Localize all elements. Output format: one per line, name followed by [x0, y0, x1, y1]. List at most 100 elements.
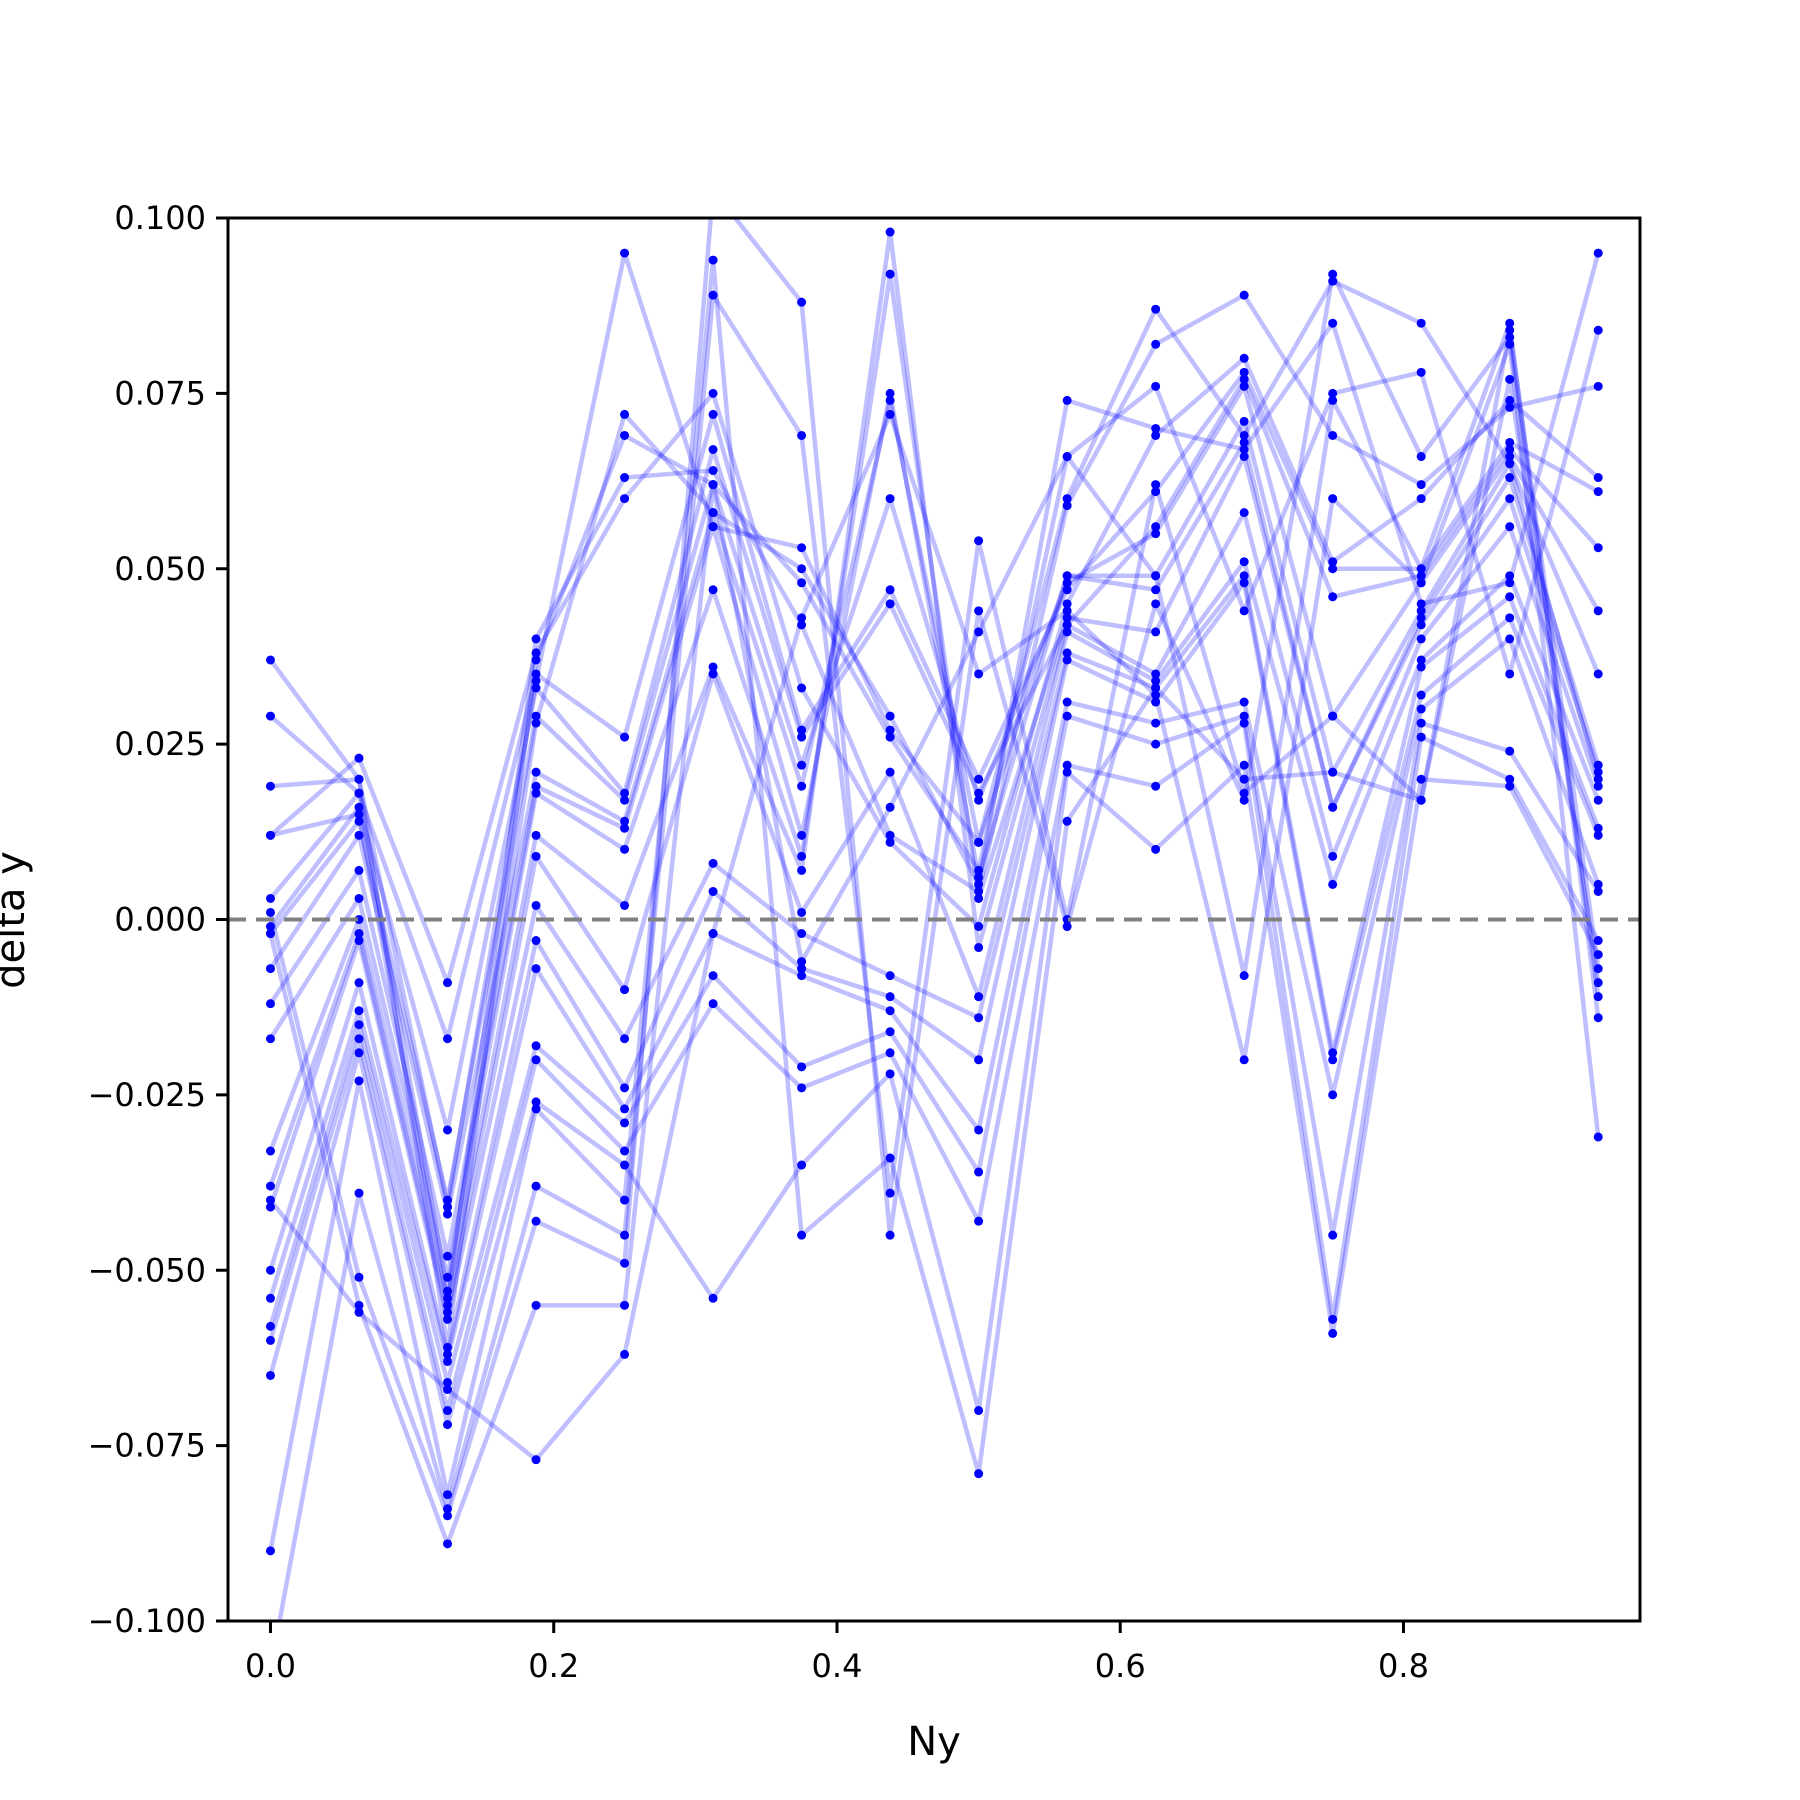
- data-point: [265, 893, 275, 903]
- data-point: [1416, 655, 1426, 665]
- data-point: [885, 395, 895, 405]
- data-point: [531, 964, 541, 974]
- series-10: [265, 388, 1603, 1261]
- x-tick-label: 0.0: [245, 1647, 296, 1685]
- data-point: [1416, 718, 1426, 728]
- data-point: [620, 1349, 630, 1359]
- data-point: [354, 893, 364, 903]
- data-point: [885, 269, 895, 279]
- series-line: [268, 713, 1601, 1385]
- data-point: [354, 1076, 364, 1086]
- data-point: [1416, 795, 1426, 805]
- data-point: [797, 964, 807, 974]
- data-point: [1593, 950, 1603, 960]
- data-point: [265, 999, 275, 1009]
- data-point: [1062, 571, 1072, 581]
- x-tick-label: 0.4: [812, 1647, 863, 1685]
- series-layer: [265, 218, 1603, 1621]
- y-axis-label: delta y: [0, 851, 34, 989]
- data-point: [974, 837, 984, 847]
- data-point: [1416, 774, 1426, 784]
- data-point: [531, 767, 541, 777]
- data-point: [1062, 760, 1072, 770]
- data-point: [1239, 444, 1249, 454]
- series-line: [268, 573, 1601, 1322]
- data-point: [1151, 844, 1161, 854]
- data-point: [1593, 992, 1603, 1002]
- data-point: [797, 543, 807, 553]
- data-point: [354, 788, 364, 798]
- data-point: [1062, 606, 1072, 616]
- data-point: [1593, 823, 1603, 833]
- series-line: [268, 218, 1601, 1519]
- data-point: [797, 830, 807, 840]
- data-point: [797, 851, 807, 861]
- data-point: [797, 865, 807, 875]
- data-point: [1505, 613, 1515, 623]
- data-point: [265, 655, 275, 665]
- data-point: [1062, 620, 1072, 630]
- data-point: [1328, 1090, 1338, 1100]
- data-point: [1505, 402, 1515, 412]
- data-point: [1328, 269, 1338, 279]
- data-point: [1239, 430, 1249, 440]
- series-line: [268, 342, 1601, 1462]
- data-point: [354, 1006, 364, 1016]
- data-point: [1062, 816, 1072, 826]
- data-point: [443, 1314, 453, 1324]
- data-point: [265, 711, 275, 721]
- data-point: [620, 900, 630, 910]
- data-point: [354, 915, 364, 924]
- data-point: [797, 929, 807, 939]
- data-point: [1593, 1132, 1603, 1142]
- data-point: [531, 830, 541, 840]
- data-point: [1593, 325, 1603, 335]
- data-point: [1062, 452, 1072, 462]
- data-point: [1328, 388, 1338, 398]
- data-point: [708, 585, 718, 595]
- data-point: [1416, 480, 1426, 490]
- data-point: [885, 388, 895, 398]
- data-point: [797, 613, 807, 623]
- series-13: [265, 557, 1603, 1317]
- data-point: [885, 971, 895, 981]
- data-point: [797, 564, 807, 574]
- data-point: [1328, 767, 1338, 777]
- data-point: [531, 1104, 541, 1114]
- data-point: [1328, 851, 1338, 861]
- data-point: [354, 865, 364, 875]
- data-point: [265, 1181, 275, 1191]
- data-point: [1505, 592, 1515, 602]
- data-point: [531, 781, 541, 791]
- data-point: [443, 1293, 453, 1303]
- data-point: [1062, 501, 1072, 511]
- x-tick-label: 0.2: [528, 1647, 579, 1685]
- data-point: [531, 683, 541, 693]
- series-line: [268, 370, 1600, 1042]
- data-point: [1505, 774, 1515, 784]
- data-point: [708, 255, 718, 265]
- series-line: [268, 391, 1601, 1259]
- data-point: [620, 1230, 630, 1240]
- data-point: [1593, 795, 1603, 805]
- data-point: [443, 1504, 453, 1514]
- data-point: [1062, 578, 1072, 588]
- data-point: [974, 922, 984, 932]
- data-point: [620, 1034, 630, 1044]
- data-point: [885, 494, 895, 504]
- data-point: [974, 865, 984, 875]
- series-9: [265, 395, 1603, 1219]
- data-point: [1416, 367, 1426, 377]
- series-15: [265, 578, 1603, 1359]
- data-point: [620, 248, 630, 258]
- y-tick-label: −0.075: [88, 1427, 206, 1465]
- data-point: [1593, 669, 1603, 679]
- series-line: [268, 250, 1601, 1210]
- data-point: [531, 788, 541, 798]
- data-point: [1239, 353, 1249, 363]
- series-14: [265, 571, 1603, 1324]
- data-point: [797, 760, 807, 770]
- data-point: [354, 816, 364, 826]
- data-point: [974, 1216, 984, 1226]
- data-point: [443, 1511, 453, 1521]
